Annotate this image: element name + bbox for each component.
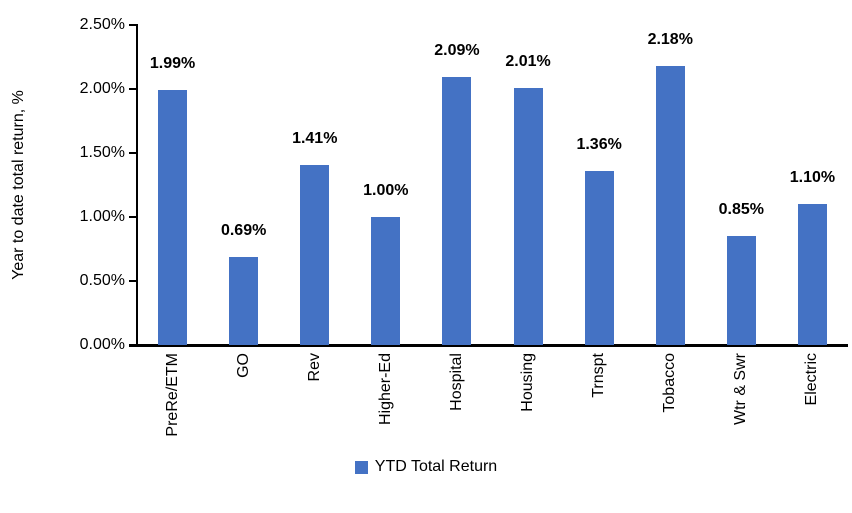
y-tick-label: 1.00%	[79, 208, 125, 225]
legend-swatch	[354, 460, 368, 474]
bar-Hospital	[442, 77, 472, 345]
bar-PreRe/ETM	[158, 90, 188, 345]
bar-Electric	[797, 204, 827, 345]
bar-value-label: 1.10%	[789, 169, 836, 187]
legend-label: YTD Total Return	[374, 458, 498, 475]
y-tick-mark	[129, 344, 137, 346]
x-category-label: Trnspt	[590, 353, 608, 398]
y-tick-mark	[129, 24, 137, 26]
x-axis-line	[129, 344, 848, 347]
y-axis-title: Year to date total return, %	[10, 90, 27, 280]
bar-Higher-Ed	[371, 217, 401, 345]
bar-value-label: 0.85%	[718, 201, 765, 219]
y-axis-line	[136, 24, 138, 346]
y-tick-label: 0.00%	[79, 336, 125, 353]
x-category-label: Rev	[305, 353, 323, 382]
x-category-label: PreRe/ETM	[163, 353, 181, 437]
bar-Rev	[300, 164, 330, 345]
y-tick-mark	[129, 280, 137, 282]
bar-Tobacco	[655, 65, 685, 345]
y-tick-mark	[129, 88, 137, 90]
bar-Trnspt	[584, 170, 614, 345]
x-category-label: Higher-Ed	[376, 353, 394, 426]
y-tick-label: 0.50%	[79, 272, 125, 289]
y-tick-label: 1.50%	[79, 144, 125, 161]
y-tick-label: 2.50%	[79, 16, 125, 33]
x-category-label: Housing	[519, 353, 537, 412]
legend: YTD Total Return	[0, 458, 852, 476]
bar-GO	[229, 256, 259, 345]
x-category-label: GO	[234, 353, 252, 378]
bar-Housing	[513, 87, 543, 345]
bar-value-label: 1.36%	[576, 135, 622, 153]
x-category-label: Wtr & Swr	[732, 353, 750, 425]
y-tick-label: 2.00%	[79, 80, 125, 97]
bar-value-label: 2.18%	[647, 30, 693, 48]
x-category-label: Hospital	[447, 353, 465, 411]
y-tick-mark	[129, 152, 137, 154]
bar-value-label: 2.01%	[505, 52, 551, 70]
bar-value-label: 0.69%	[220, 221, 267, 239]
x-category-label: Tobacco	[661, 353, 679, 413]
x-category-label: Electric	[803, 353, 821, 406]
bar-value-label: 1.00%	[363, 182, 409, 199]
bar-Wtr & Swr	[726, 236, 756, 345]
bar-value-label: 2.09%	[434, 42, 480, 60]
y-tick-mark	[129, 216, 137, 218]
bar-value-label: 1.41%	[292, 129, 338, 147]
bar-value-label: 1.99%	[149, 55, 196, 73]
